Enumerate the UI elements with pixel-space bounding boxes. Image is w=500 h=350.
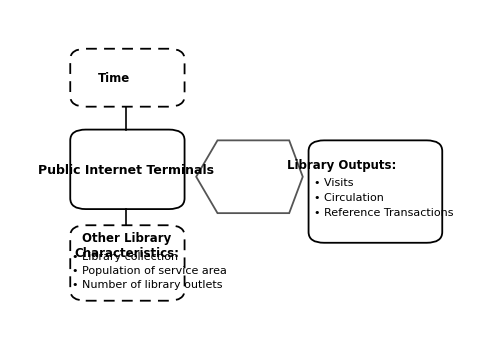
Text: Other Library
Characteristics:: Other Library Characteristics: (74, 232, 179, 260)
FancyBboxPatch shape (308, 140, 442, 243)
Polygon shape (196, 140, 303, 213)
FancyBboxPatch shape (70, 130, 184, 209)
Text: • Library collection
• Population of service area
• Number of library outlets: • Library collection • Population of ser… (72, 252, 227, 290)
Text: Time: Time (98, 72, 130, 85)
Text: Public Internet Terminals: Public Internet Terminals (38, 163, 214, 176)
Text: • Visits
• Circulation
• Reference Transactions: • Visits • Circulation • Reference Trans… (314, 178, 453, 218)
FancyBboxPatch shape (70, 225, 184, 301)
FancyBboxPatch shape (70, 49, 184, 107)
Text: Library Outputs:: Library Outputs: (287, 159, 396, 172)
